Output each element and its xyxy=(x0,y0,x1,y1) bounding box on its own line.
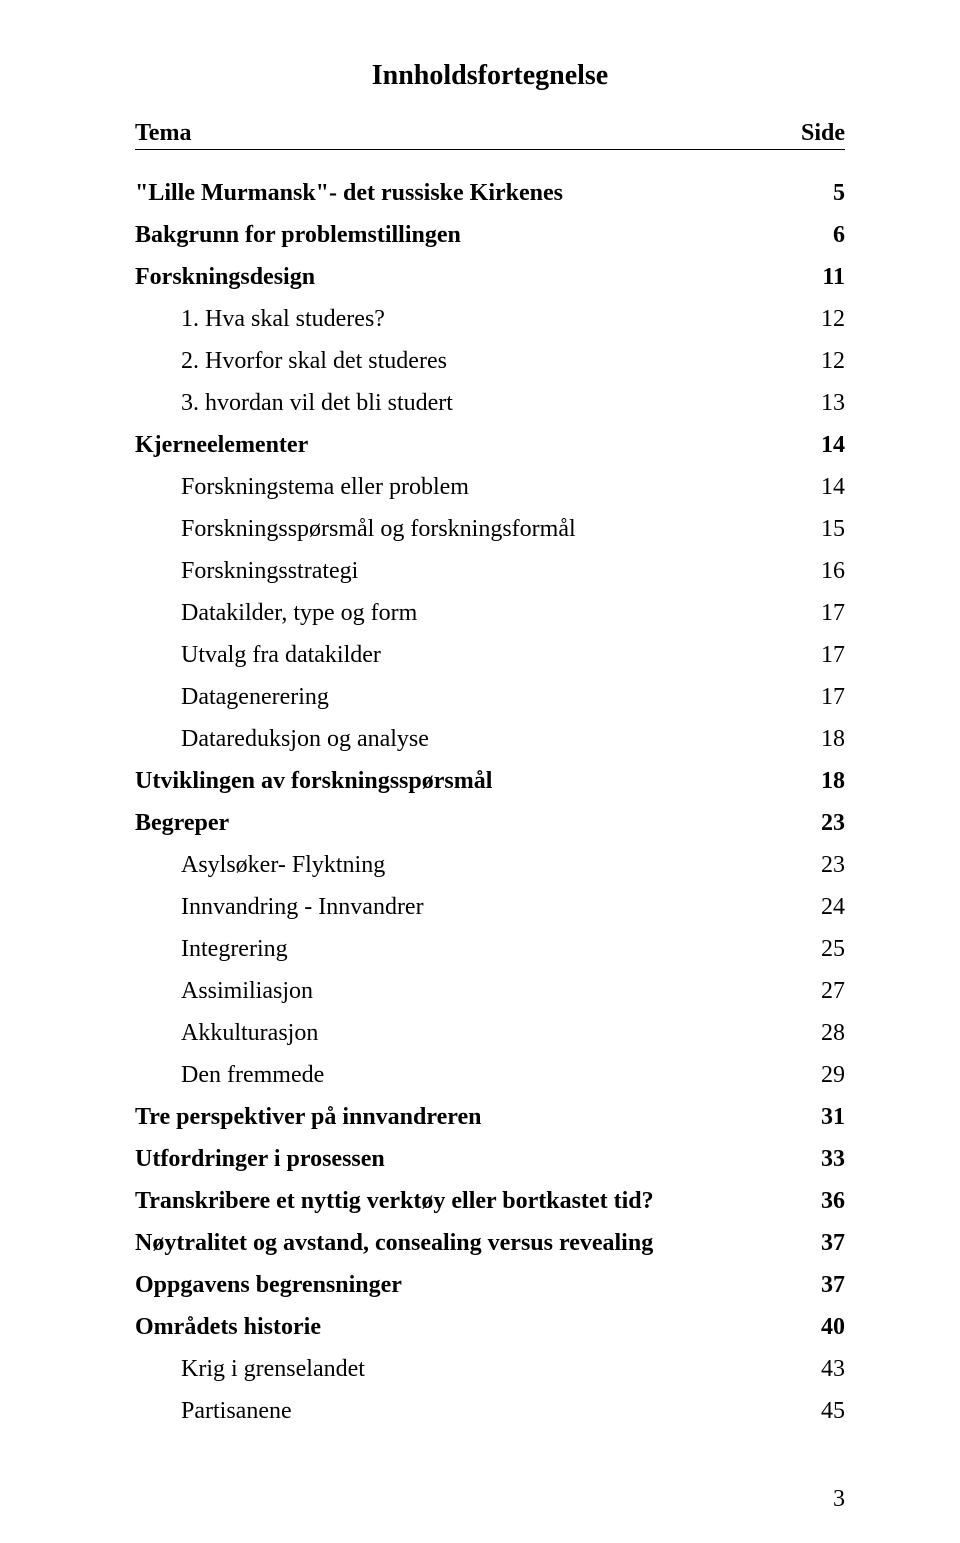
toc-entry-page: 33 xyxy=(821,1138,845,1180)
toc-row: Utfordringer i prosessen 33 xyxy=(135,1138,845,1180)
toc-entry-label: Krig i grenselandet xyxy=(181,1348,365,1390)
toc-row: Kjerneelementer 14 xyxy=(135,424,845,466)
toc-entry-page: 27 xyxy=(821,970,845,1012)
toc-entry-page: 18 xyxy=(821,760,845,802)
toc-row: Forskningsspørsmål og forskningsformål 15 xyxy=(135,508,845,550)
toc-row: Integrering 25 xyxy=(135,928,845,970)
toc-row: Bakgrunn for problemstillingen 6 xyxy=(135,214,845,256)
toc-entry-page: 17 xyxy=(821,676,845,718)
toc-row: Transkribere et nyttig verktøy eller bor… xyxy=(135,1180,845,1222)
toc-entry-page: 12 xyxy=(821,340,845,382)
toc-entry-page: 17 xyxy=(821,634,845,676)
toc-entry-page: 13 xyxy=(821,382,845,424)
toc-row: Innvandring - Innvandrer 24 xyxy=(135,886,845,928)
toc-entry-page: 40 xyxy=(821,1306,845,1348)
toc-entry-page: 11 xyxy=(822,256,845,298)
toc-entry-page: 28 xyxy=(821,1012,845,1054)
toc-row: Begreper 23 xyxy=(135,802,845,844)
toc-header-row: Tema Side xyxy=(135,120,845,150)
toc-entry-label: Datareduksjon og analyse xyxy=(181,718,429,760)
toc-entry-page: 5 xyxy=(833,172,845,214)
toc-row: Forskningsstrategi 16 xyxy=(135,550,845,592)
toc-entry-label: Innvandring - Innvandrer xyxy=(181,886,424,928)
toc-entry-label: Datagenerering xyxy=(181,676,329,718)
toc-row: 1. Hva skal studeres? 12 xyxy=(135,298,845,340)
toc-row: Partisanene 45 xyxy=(135,1390,845,1432)
toc-header-left: Tema xyxy=(135,120,191,147)
toc-row: Akkulturasjon 28 xyxy=(135,1012,845,1054)
toc-entry-page: 6 xyxy=(833,214,845,256)
toc-entry-label: Forskningstema eller problem xyxy=(181,466,469,508)
toc-row: Datareduksjon og analyse 18 xyxy=(135,718,845,760)
toc-entry-label: Oppgavens begrensninger xyxy=(135,1264,402,1306)
toc-entry-page: 29 xyxy=(821,1054,845,1096)
toc-row: Utvalg fra datakilder 17 xyxy=(135,634,845,676)
toc-row: Datakilder, type og form 17 xyxy=(135,592,845,634)
toc-entry-label: Nøytralitet og avstand, consealing versu… xyxy=(135,1222,653,1264)
toc-entry-label: "Lille Murmansk"- det russiske Kirkenes xyxy=(135,172,563,214)
toc-entry-page: 36 xyxy=(821,1180,845,1222)
toc-entry-label: Asylsøker- Flyktning xyxy=(181,844,385,886)
toc-header-right: Side xyxy=(801,120,845,147)
toc-row: Den fremmede 29 xyxy=(135,1054,845,1096)
toc-row: Nøytralitet og avstand, consealing versu… xyxy=(135,1222,845,1264)
toc-entry-label: Assimiliasjon xyxy=(181,970,313,1012)
document-page: Innholdsfortegnelse Tema Side "Lille Mur… xyxy=(0,0,960,1543)
toc-entry-page: 15 xyxy=(821,508,845,550)
toc-row: Forskningsdesign 11 xyxy=(135,256,845,298)
toc-entry-label: Integrering xyxy=(181,928,288,970)
toc-entry-page: 14 xyxy=(821,424,845,466)
toc-entry-label: 3. hvordan vil det bli studert xyxy=(181,382,453,424)
toc-entry-label: Datakilder, type og form xyxy=(181,592,417,634)
toc-entry-label: Kjerneelementer xyxy=(135,424,308,466)
toc-entry-page: 12 xyxy=(821,298,845,340)
toc-entry-page: 37 xyxy=(821,1264,845,1306)
toc-entry-label: Områdets historie xyxy=(135,1306,321,1348)
page-title: Innholdsfortegnelse xyxy=(135,60,845,92)
toc-entry-page: 31 xyxy=(821,1096,845,1138)
toc-entry-page: 37 xyxy=(821,1222,845,1264)
toc-row: Oppgavens begrensninger 37 xyxy=(135,1264,845,1306)
toc-row: Asylsøker- Flyktning 23 xyxy=(135,844,845,886)
toc-entry-label: Utfordringer i prosessen xyxy=(135,1138,385,1180)
toc-entry-page: 16 xyxy=(821,550,845,592)
toc-entry-label: 2. Hvorfor skal det studeres xyxy=(181,340,447,382)
toc-entry-page: 23 xyxy=(821,802,845,844)
toc-entry-label: Akkulturasjon xyxy=(181,1012,318,1054)
toc-entry-page: 25 xyxy=(821,928,845,970)
toc-row: Forskningstema eller problem 14 xyxy=(135,466,845,508)
toc-entry-label: 1. Hva skal studeres? xyxy=(181,298,385,340)
toc-entry-page: 24 xyxy=(821,886,845,928)
toc-entry-label: Forskningsdesign xyxy=(135,256,315,298)
toc-entry-page: 17 xyxy=(821,592,845,634)
toc-row: "Lille Murmansk"- det russiske Kirkenes 5 xyxy=(135,172,845,214)
toc-row: Tre perspektiver på innvandreren 31 xyxy=(135,1096,845,1138)
toc-entry-label: Utviklingen av forskningsspørsmål xyxy=(135,760,492,802)
toc-row: 2. Hvorfor skal det studeres 12 xyxy=(135,340,845,382)
toc-entry-label: Tre perspektiver på innvandreren xyxy=(135,1096,481,1138)
toc-row: Utviklingen av forskningsspørsmål 18 xyxy=(135,760,845,802)
toc-entry-label: Bakgrunn for problemstillingen xyxy=(135,214,461,256)
toc-entry-page: 45 xyxy=(821,1390,845,1432)
toc-row: 3. hvordan vil det bli studert 13 xyxy=(135,382,845,424)
toc-entry-label: Forskningsspørsmål og forskningsformål xyxy=(181,508,576,550)
toc-entry-label: Den fremmede xyxy=(181,1054,324,1096)
toc-entry-page: 23 xyxy=(821,844,845,886)
toc-list: "Lille Murmansk"- det russiske Kirkenes 5… xyxy=(135,172,845,1432)
toc-row: Områdets historie 40 xyxy=(135,1306,845,1348)
toc-entry-label: Utvalg fra datakilder xyxy=(181,634,381,676)
toc-entry-page: 18 xyxy=(821,718,845,760)
page-number: 3 xyxy=(833,1486,845,1513)
toc-entry-label: Forskningsstrategi xyxy=(181,550,358,592)
toc-row: Datagenerering 17 xyxy=(135,676,845,718)
toc-row: Krig i grenselandet 43 xyxy=(135,1348,845,1390)
toc-entry-label: Transkribere et nyttig verktøy eller bor… xyxy=(135,1180,654,1222)
toc-entry-page: 43 xyxy=(821,1348,845,1390)
toc-row: Assimiliasjon 27 xyxy=(135,970,845,1012)
toc-entry-page: 14 xyxy=(821,466,845,508)
toc-entry-label: Partisanene xyxy=(181,1390,292,1432)
toc-entry-label: Begreper xyxy=(135,802,229,844)
